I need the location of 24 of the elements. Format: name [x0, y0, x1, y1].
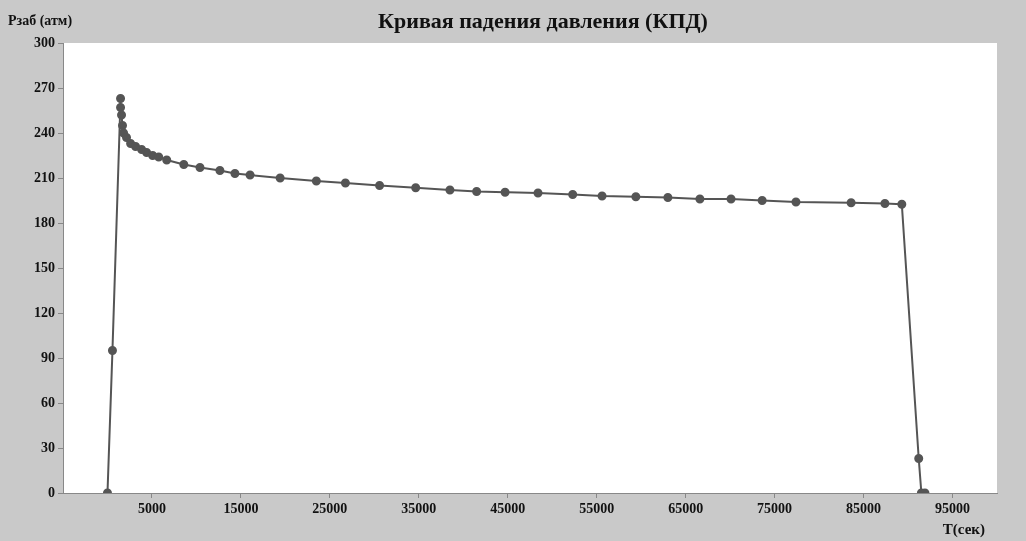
x-tick-label: 15000	[223, 501, 259, 517]
x-tick-label: 85000	[846, 501, 882, 517]
y-tick-label: 240	[34, 124, 55, 140]
y-tick-label: 180	[34, 214, 55, 230]
y-tick-label: 270	[34, 79, 55, 95]
x-tick-label: 65000	[668, 501, 704, 517]
y-tick-label: 300	[34, 34, 55, 50]
y-tick-label: 30	[41, 439, 55, 455]
x-tick-label: 45000	[490, 501, 526, 517]
x-tick-label: 5000	[137, 501, 166, 517]
x-tick-label: 25000	[312, 501, 348, 517]
x-tick-label: 35000	[401, 501, 437, 517]
y-tick-label: 0	[48, 484, 55, 500]
x-tick-label: 75000	[757, 501, 793, 517]
x-tick-label: 55000	[579, 501, 615, 517]
x-tick-label: 95000	[935, 501, 971, 517]
y-tick-label: 150	[34, 259, 55, 275]
y-tick-label: 210	[34, 169, 55, 185]
chart-title: Кривая падения давления (КПД)	[378, 7, 708, 33]
y-tick-label: 60	[41, 394, 55, 410]
x-axis-title: T(сек)	[942, 520, 985, 538]
y-axis-title: Рзаб (атм)	[8, 12, 73, 29]
y-tick-label: 90	[41, 349, 55, 365]
y-tick-label: 120	[34, 304, 55, 320]
